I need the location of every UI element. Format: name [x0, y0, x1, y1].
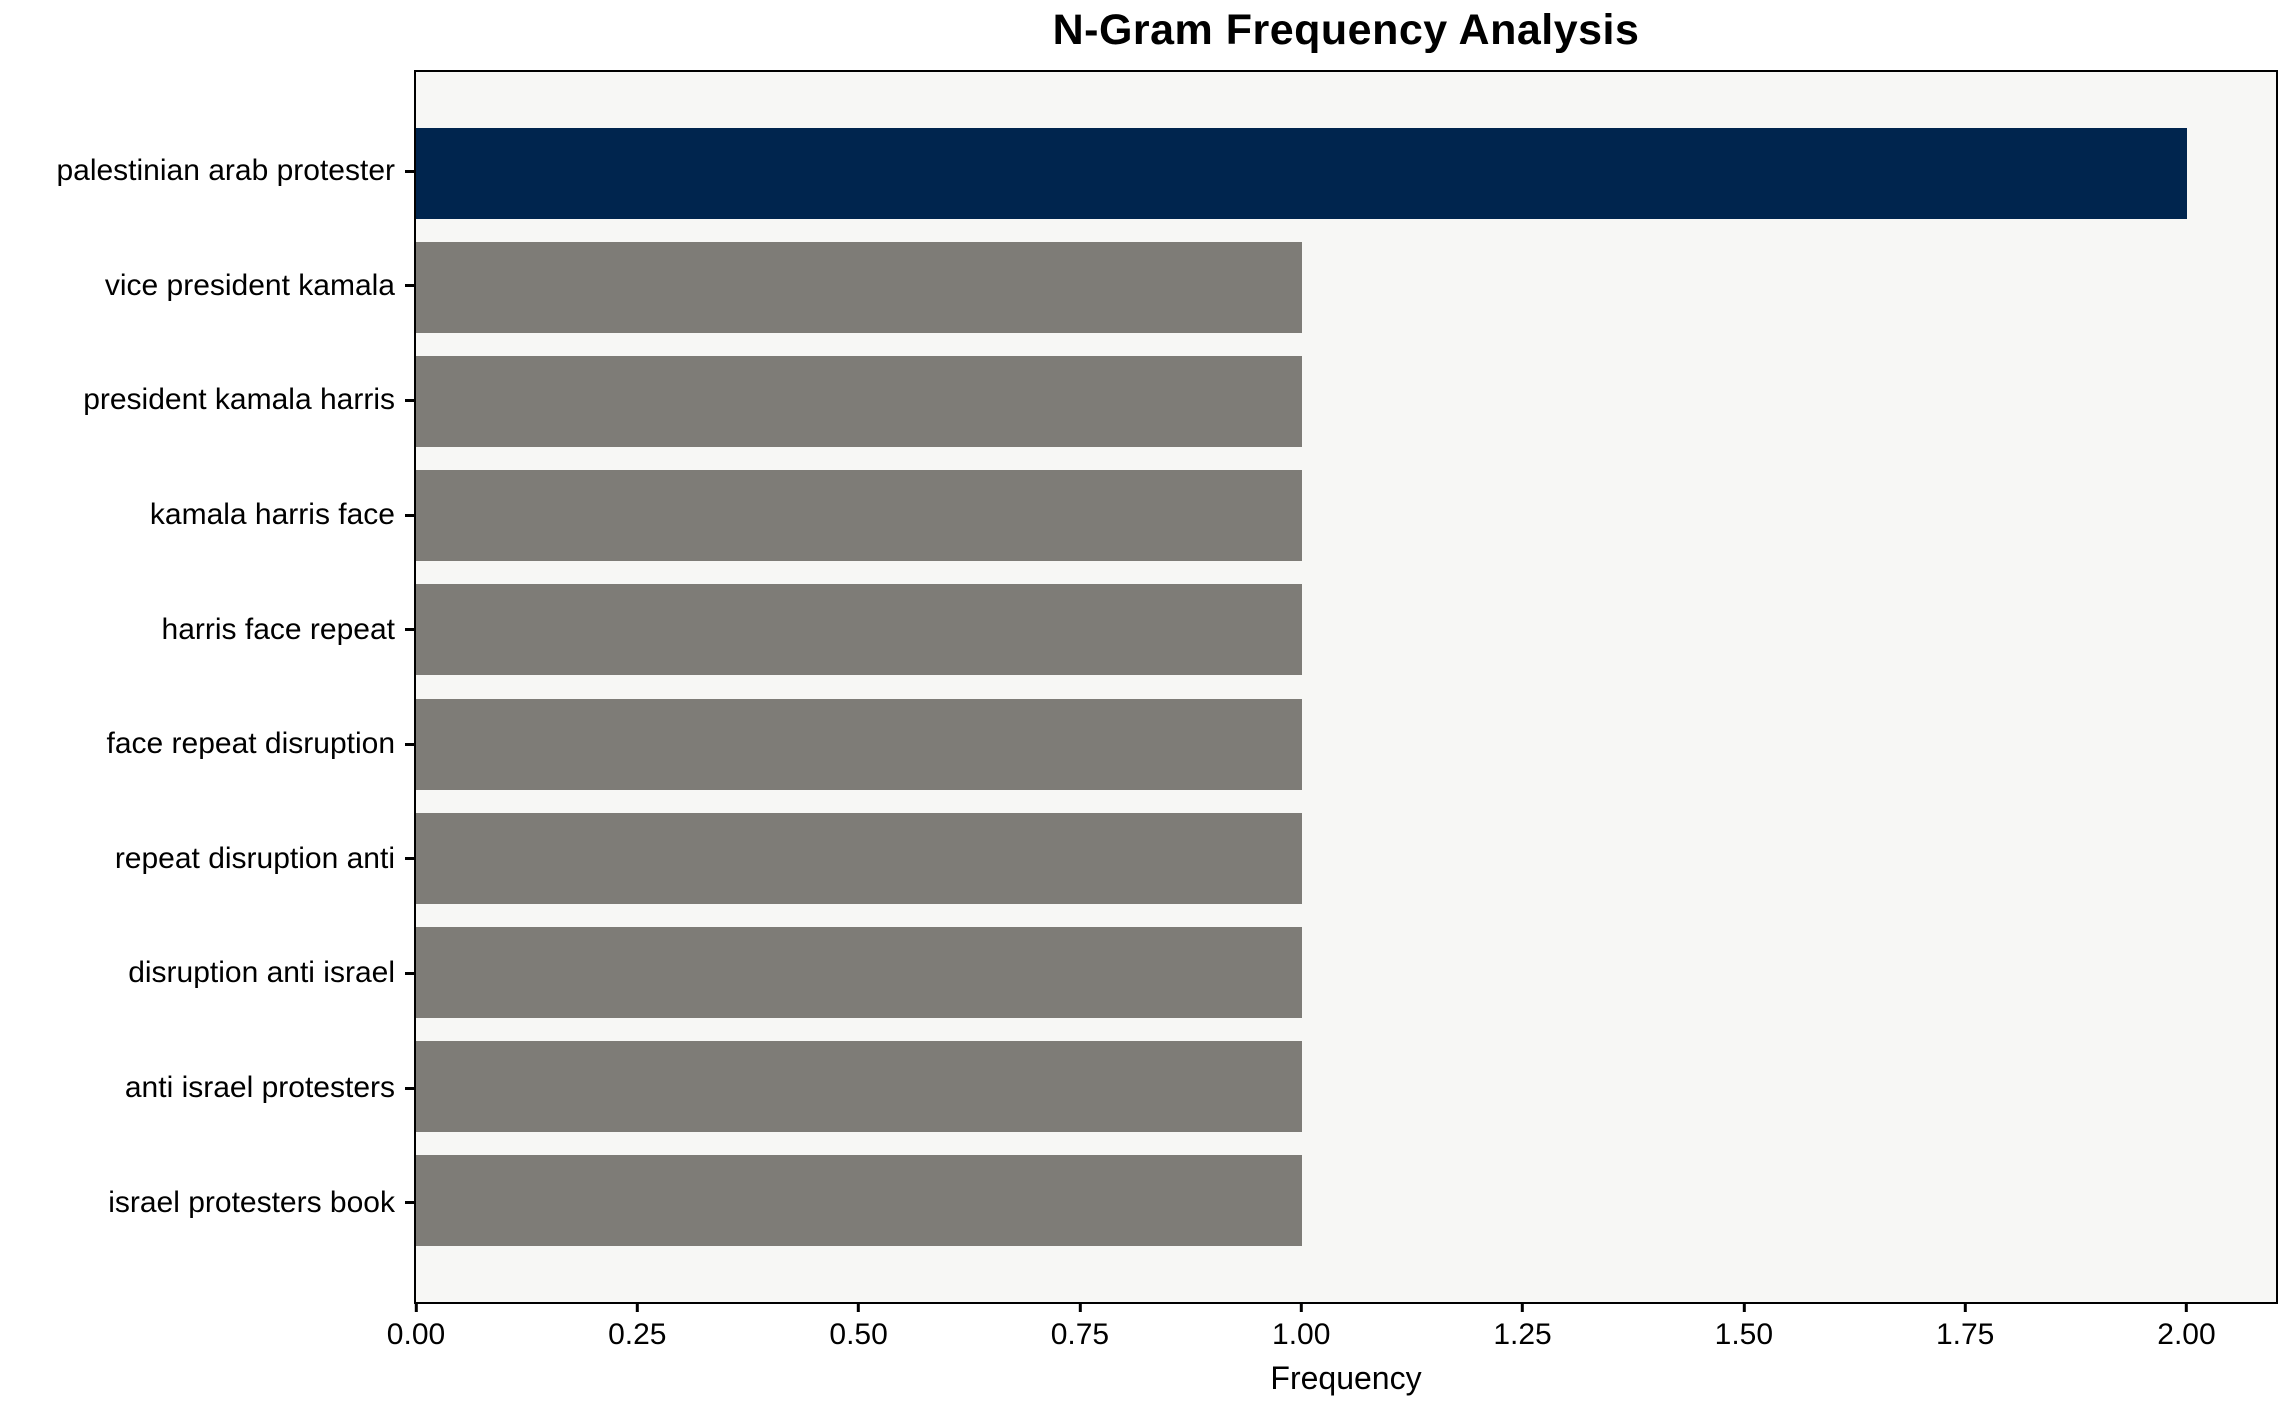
x-tick-label: 1.50	[1714, 1318, 1774, 1351]
bar	[416, 698, 1302, 790]
x-tick-mark	[1742, 1303, 1746, 1312]
x-tick: 0.50	[829, 1303, 888, 1352]
bar-row	[416, 573, 2276, 687]
x-tick: 1.50	[1715, 1303, 1773, 1352]
y-tick-row: vice president kamala	[0, 229, 414, 344]
y-tick-mark	[405, 169, 414, 173]
bar	[416, 127, 2188, 219]
x-tick-label: 0.50	[829, 1318, 888, 1351]
y-tick-mark	[405, 1086, 414, 1090]
x-tick-mark	[1521, 1303, 1525, 1312]
y-tick-label: president kamala harris	[83, 383, 395, 417]
y-tick-mark	[405, 513, 414, 517]
x-tick-mark	[1963, 1303, 1967, 1312]
y-tick-mark	[405, 971, 414, 975]
x-tick-label: 0.75	[1050, 1318, 1110, 1351]
x-tick-mark	[2184, 1303, 2188, 1312]
y-tick-row: president kamala harris	[0, 343, 414, 458]
bar-row	[416, 915, 2276, 1029]
x-tick: 2.00	[2157, 1303, 2216, 1352]
y-tick-mark	[405, 628, 414, 632]
x-tick: 0.00	[387, 1303, 445, 1352]
bar-row	[416, 801, 2276, 915]
x-tick-mark	[1299, 1303, 1303, 1312]
y-tick-mark	[405, 857, 414, 861]
bar-row	[416, 116, 2276, 230]
bar	[416, 356, 1302, 447]
bar	[416, 812, 1302, 904]
y-tick-label: kamala harris face	[149, 498, 395, 532]
bar	[416, 584, 1302, 676]
bars	[416, 72, 2276, 1302]
x-tick: 0.75	[1051, 1303, 1109, 1352]
y-tick-row: palestinian arab protester	[0, 114, 414, 229]
x-tick: 1.75	[1936, 1303, 1994, 1352]
x-tick-label: 1.75	[1935, 1318, 1995, 1351]
x-tick-mark	[857, 1303, 861, 1312]
y-tick-row: face repeat disruption	[0, 687, 414, 802]
x-tick-label: 0.00	[386, 1318, 446, 1351]
y-tick-mark	[405, 284, 414, 288]
y-tick-label: harris face repeat	[161, 612, 395, 646]
x-tick-mark	[635, 1303, 639, 1312]
bar	[416, 470, 1302, 562]
bar	[416, 1155, 1302, 1247]
bar	[416, 927, 1302, 1019]
y-tick-row: harris face repeat	[0, 572, 414, 687]
x-tick: 1.25	[1493, 1303, 1552, 1352]
x-tick: 1.00	[1272, 1303, 1330, 1352]
y-tick-mark	[405, 1201, 414, 1205]
x-axis-label: Frequency	[1270, 1360, 1422, 1396]
bar	[416, 1041, 1302, 1133]
x-axis: 0.00 0.25 0.50 0.75 1.00 1.25 1.50 1.75 2.00	[387, 1303, 2275, 1363]
y-tick-row: repeat disruption anti	[0, 802, 414, 917]
y-tick-label: disruption anti israel	[128, 956, 395, 990]
x-tick-label: 1.25	[1493, 1318, 1552, 1351]
x-tick-label: 2.00	[2157, 1318, 2216, 1351]
y-tick-label: repeat disruption anti	[114, 841, 395, 875]
bar-row	[416, 1030, 2276, 1144]
x-tick: 0.25	[608, 1303, 666, 1352]
bar-row	[416, 459, 2276, 573]
x-tick-label: 1.00	[1272, 1318, 1331, 1351]
x-tick-mark	[1078, 1303, 1082, 1312]
x-tick-mark	[414, 1303, 418, 1312]
chart-title: N-Gram Frequency Analysis	[1052, 6, 1640, 54]
bar-row	[416, 344, 2276, 458]
y-tick-label: palestinian arab protester	[56, 154, 395, 188]
y-tick-row: kamala harris face	[0, 458, 414, 573]
y-tick-row: disruption anti israel	[0, 916, 414, 1031]
y-tick-label: vice president kamala	[104, 268, 395, 302]
bar-row	[416, 1144, 2276, 1258]
y-tick-label: israel protesters book	[108, 1185, 395, 1219]
y-tick-label: anti israel protesters	[124, 1071, 395, 1105]
plot-area	[414, 70, 2278, 1304]
x-tick-label: 0.25	[608, 1318, 667, 1351]
bar-row	[416, 687, 2276, 801]
y-tick-row: israel protesters book	[0, 1145, 414, 1260]
y-tick-mark	[405, 398, 414, 402]
y-axis-labels: palestinian arab protester vice president…	[0, 70, 414, 1304]
y-tick-label: face repeat disruption	[106, 727, 395, 761]
y-tick-row: anti israel protesters	[0, 1031, 414, 1146]
bar	[416, 241, 1302, 333]
y-tick-mark	[405, 742, 414, 746]
bar-row	[416, 230, 2276, 344]
